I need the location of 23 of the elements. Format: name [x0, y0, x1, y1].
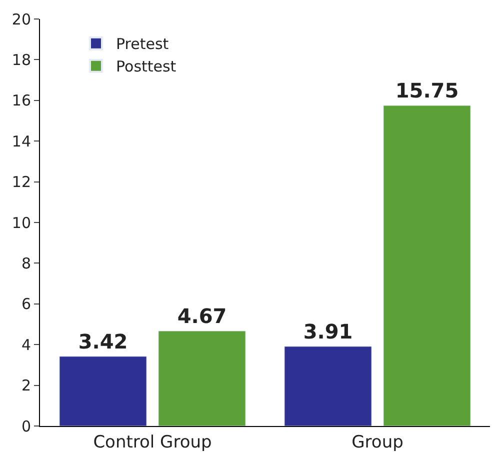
y-tick-label: 8	[21, 254, 31, 272]
x-tick-label: Control Group	[93, 432, 212, 452]
y-tick-label: 0	[21, 417, 31, 436]
legend-label: Pretest	[116, 35, 169, 54]
data-label: 3.42	[78, 329, 128, 354]
x-tick-label: Group	[352, 432, 404, 452]
bar	[383, 105, 471, 426]
y-tick-label: 2	[21, 376, 31, 395]
bar	[284, 346, 372, 426]
y-tick-label: 12	[12, 173, 31, 192]
y-tick-label: 10	[12, 214, 31, 232]
y-tick-label: 16	[12, 92, 31, 110]
legend-label: Posttest	[116, 58, 176, 76]
y-tick-label: 6	[21, 295, 31, 314]
y-tick-label: 18	[12, 50, 31, 69]
bar	[158, 330, 246, 426]
data-label: 15.75	[395, 78, 459, 102]
y-tick-label: 14	[12, 132, 31, 150]
data-label: 3.91	[303, 319, 353, 344]
bar	[59, 356, 147, 426]
y-tick-label: 4	[21, 336, 31, 354]
data-label: 4.67	[177, 304, 227, 328]
y-tick-label: 20	[12, 10, 31, 28]
